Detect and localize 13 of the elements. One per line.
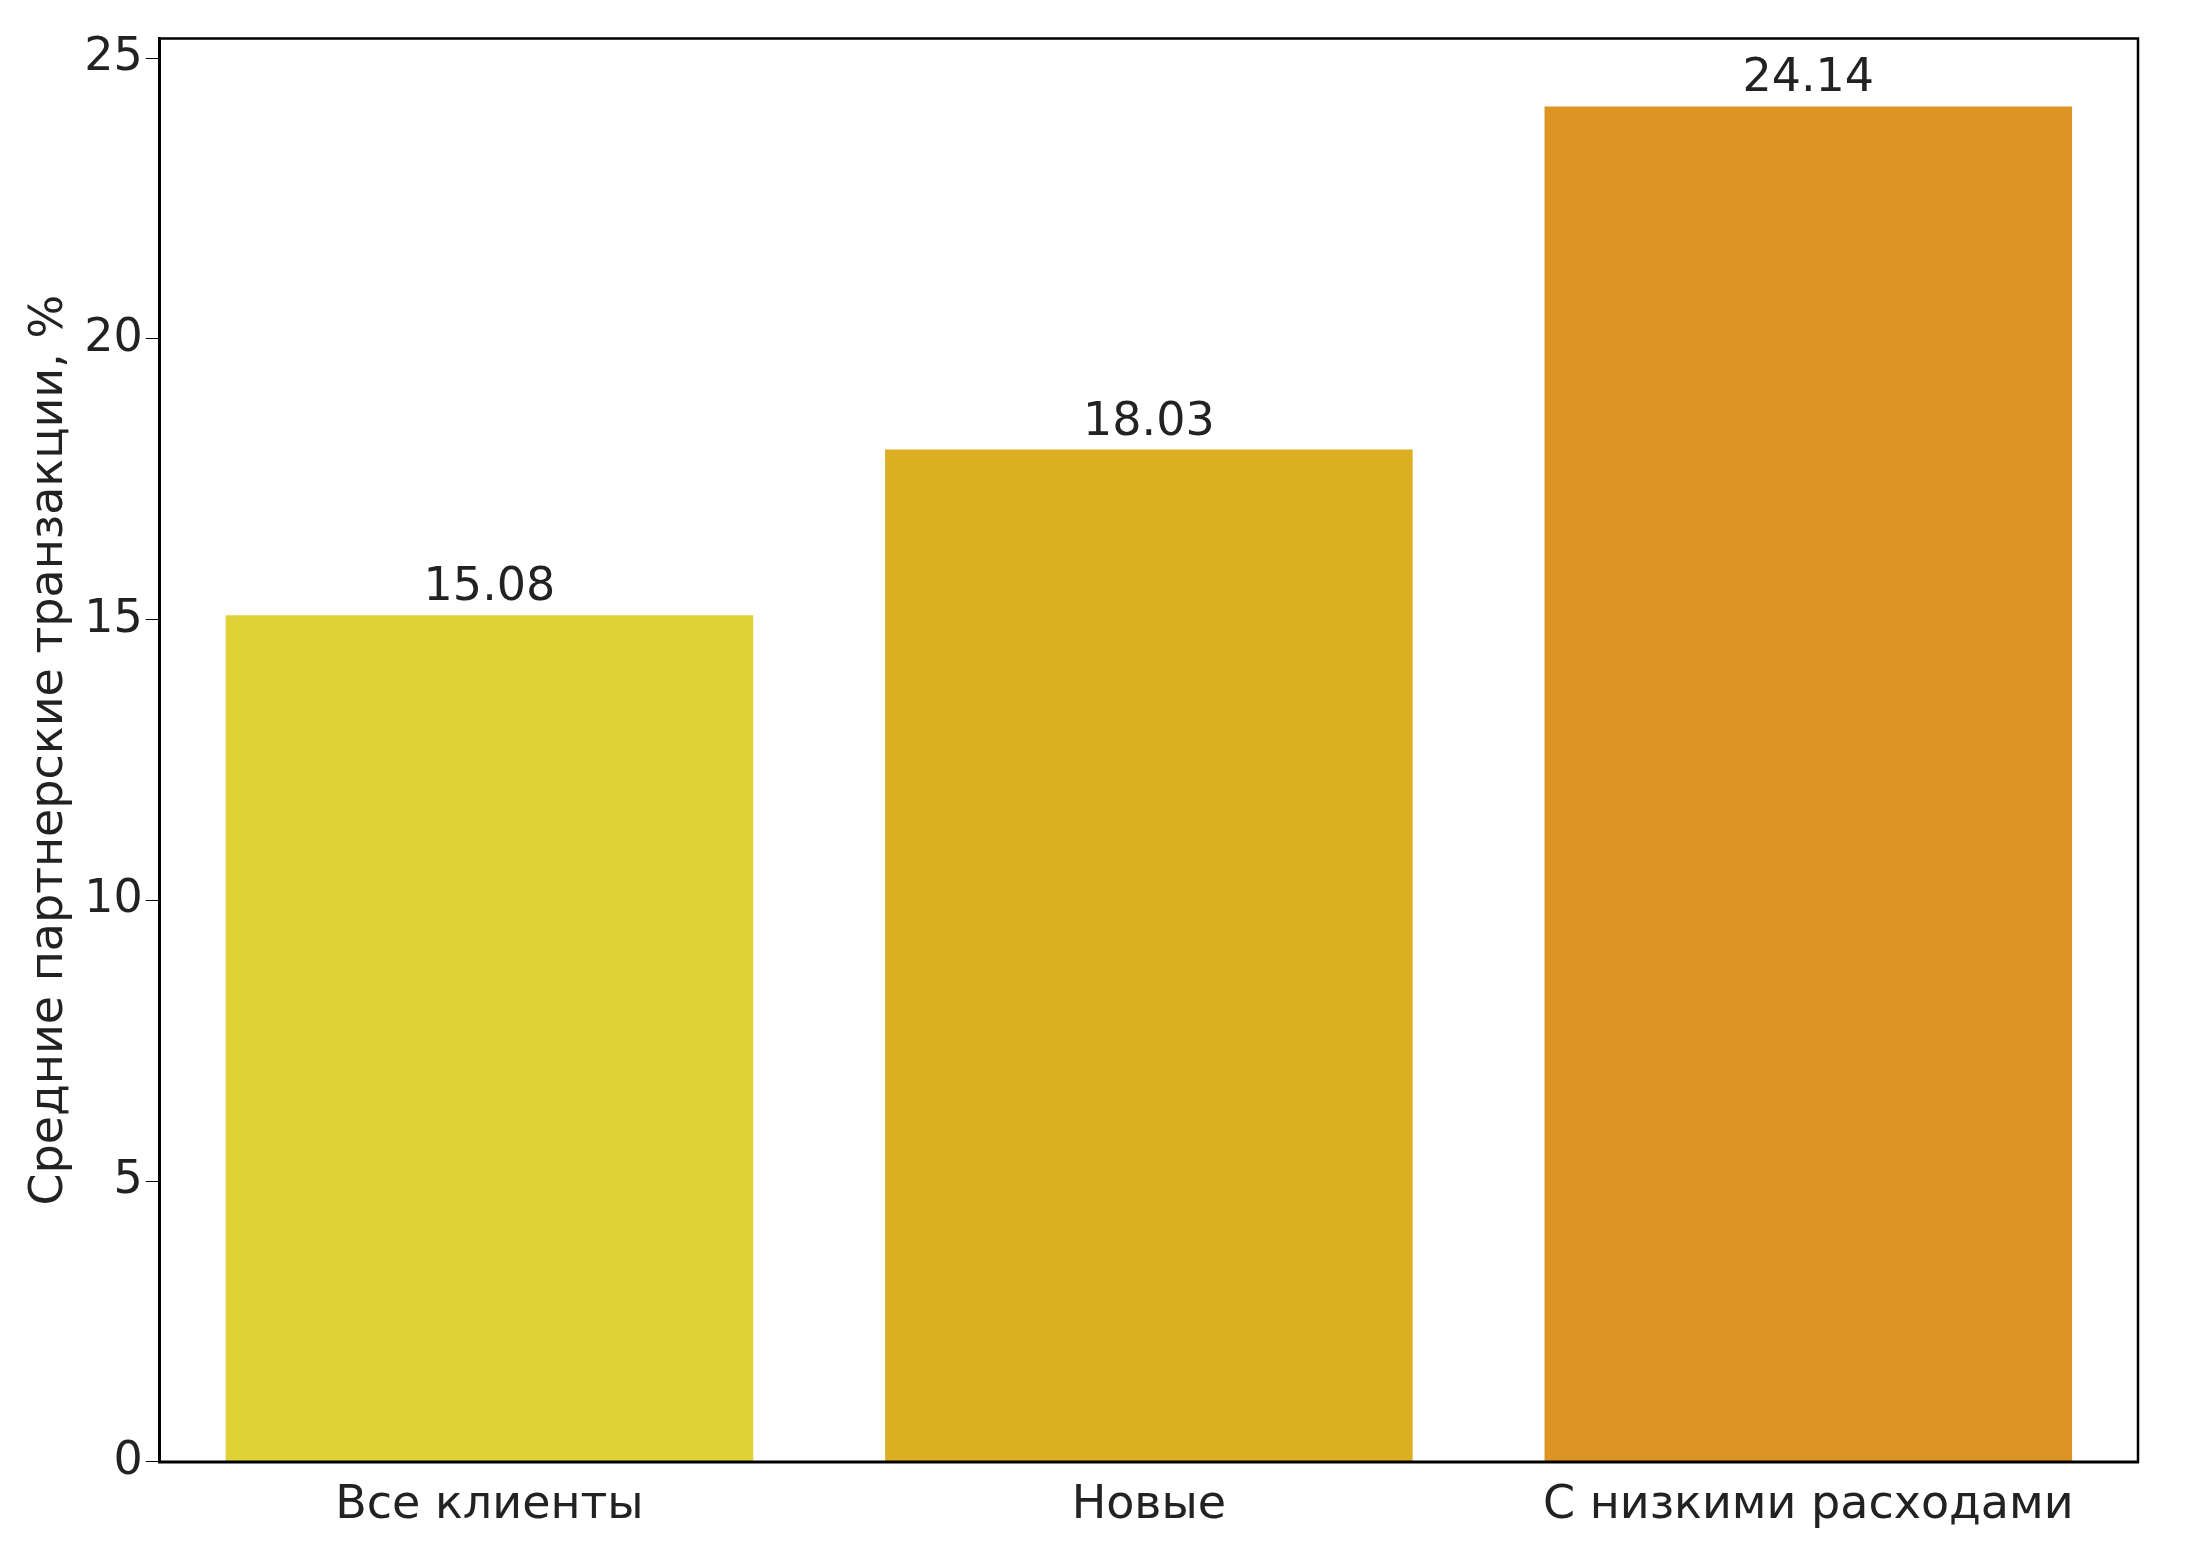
y-tick-label: 15 — [84, 588, 143, 643]
y-axis-title: Средние партнерские транзакции, % — [18, 294, 73, 1206]
y-tick-label: 5 — [113, 1150, 143, 1205]
x-tick-label: С низкими расходами — [1542, 1475, 2074, 1530]
y-tick-label: 20 — [84, 307, 143, 362]
x-tick-label: Все клиенты — [335, 1475, 644, 1530]
x-tick-label: Новые — [1071, 1475, 1227, 1530]
y-tick-label: 25 — [84, 27, 143, 82]
y-tick-label: 10 — [84, 869, 143, 924]
data-label: 15.08 — [423, 557, 556, 612]
y-tick-label: 0 — [113, 1430, 143, 1485]
data-label: 18.03 — [1083, 391, 1215, 446]
data-label: 24.14 — [1742, 48, 1875, 103]
